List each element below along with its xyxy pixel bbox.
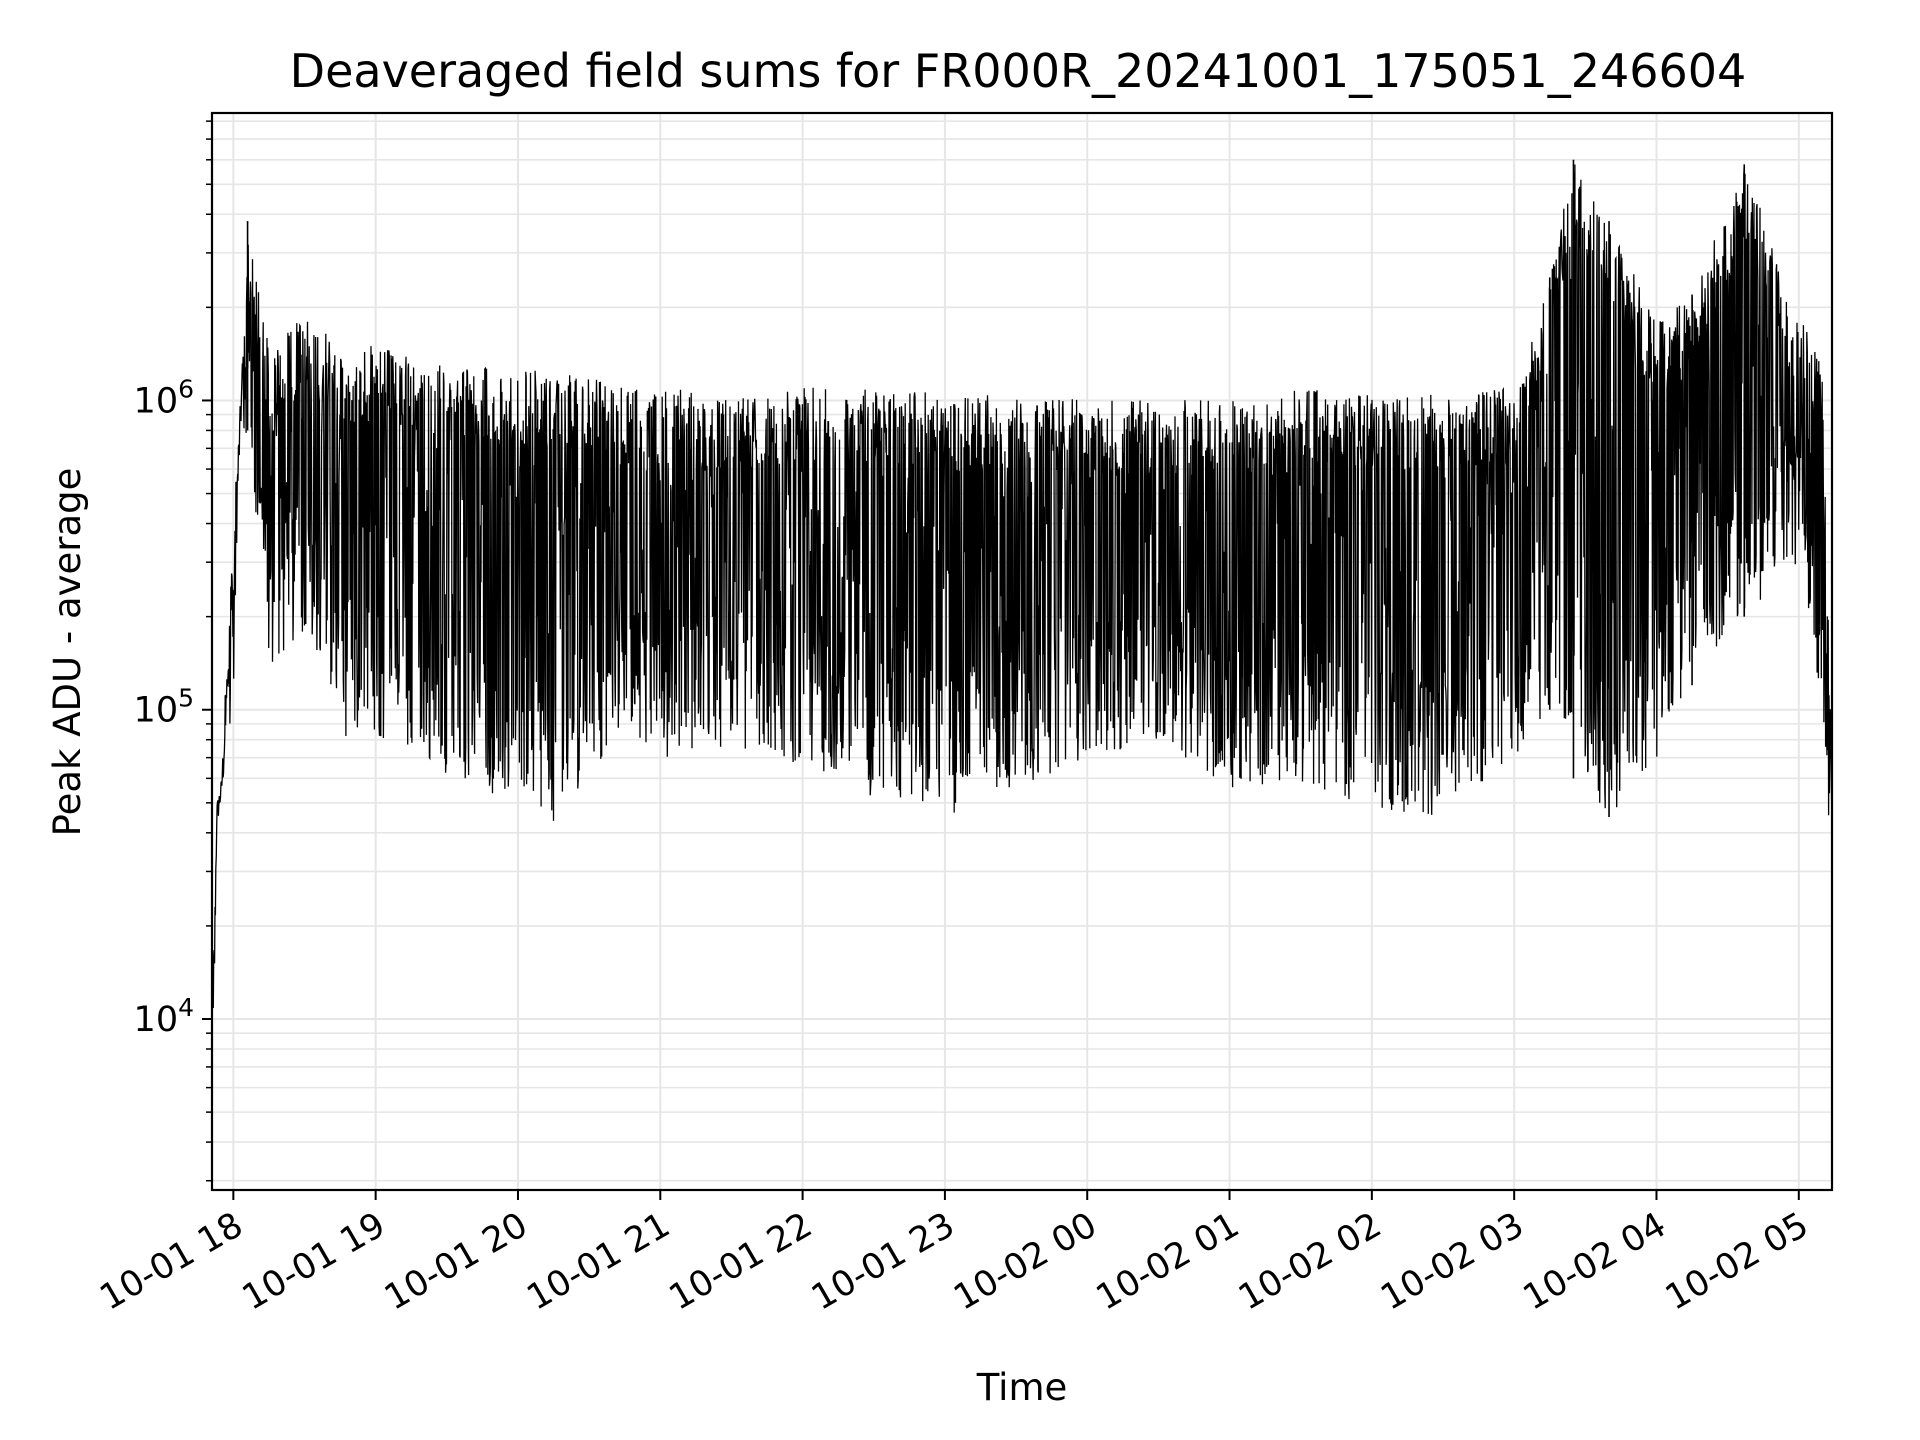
y-tick-exponent: 4 <box>178 993 194 1022</box>
plot-frame <box>210 111 1834 1192</box>
y-axis-label: Peak ADU - average <box>46 468 89 837</box>
y-tick-exponent: 6 <box>178 374 194 403</box>
x-axis-label: Time <box>976 1366 1068 1409</box>
y-tick-label: 106 <box>134 374 194 421</box>
y-tick-base: 10 <box>134 1000 179 1040</box>
y-tick-label: 105 <box>134 684 194 731</box>
y-tick-label: 104 <box>134 993 194 1040</box>
y-tick-base: 10 <box>134 691 179 731</box>
data-series <box>211 159 1833 1086</box>
chart-title: Deaveraged field sums for FR000R_2024100… <box>290 44 1747 98</box>
series-line <box>211 164 1833 1086</box>
y-tick-exponent: 5 <box>178 684 194 713</box>
y-tick-base: 10 <box>134 381 179 421</box>
